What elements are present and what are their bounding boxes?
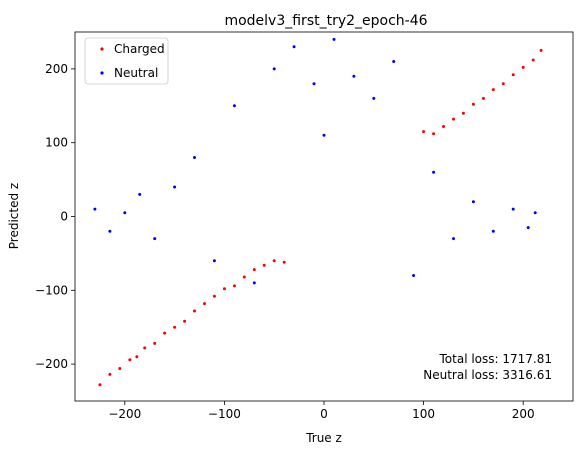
x-tick-label: 0 [320,407,328,421]
neutral-point [511,207,515,211]
legend: Charged Neutral [84,37,169,85]
neutral-point [232,104,236,108]
x-axis-label: True z [305,431,342,445]
neutral-point [252,281,256,285]
neutral-point [392,60,396,63]
y-tick-label: −100 [35,283,68,297]
charged-point [232,284,236,288]
charged-point [282,260,286,264]
neutral-point [452,237,455,241]
legend-marker-neutral [100,71,104,75]
charged-point [262,263,266,267]
charged-scatter-layer [98,48,543,387]
chart-title: modelv3_first_try2_epoch-46 [224,13,427,29]
neutral-point [138,192,142,196]
neutral-point [352,74,356,78]
charged-point [135,355,139,359]
charged-point [193,309,196,313]
charged-point [183,319,187,323]
axes-frame [74,31,574,402]
charged-point [252,268,256,272]
neutral-point [322,133,326,137]
y-tick-label: 0 [60,210,68,224]
y-tick-label: 100 [45,136,68,150]
neutral-point [272,67,276,71]
neutral-point [212,259,216,263]
charged-point [212,294,216,298]
y-tick-label: 200 [45,62,68,76]
neutral-loss-annotation: Neutral loss: 3316.61 [423,368,552,382]
legend-label-charged: Charged [114,42,165,56]
charged-point [432,132,436,136]
charged-point [481,96,485,100]
neutral-point [332,37,336,41]
charged-point [272,259,276,263]
charged-point [153,341,157,345]
charged-point [128,358,132,362]
neutral-point [153,237,157,241]
neutral-point [292,45,296,49]
neutral-point [173,185,177,189]
neutral-point [526,226,530,230]
neutral-scatter-layer [93,37,537,285]
x-tick-label: 200 [512,407,535,421]
neutral-point [491,229,495,233]
neutral-point [533,211,537,215]
charged-point [531,58,535,62]
neutral-point [123,211,127,215]
charged-point [222,287,226,291]
neutral-point [93,207,97,211]
charged-point [471,102,475,106]
charged-point [442,125,445,128]
charged-point [98,383,102,387]
neutral-point [108,229,112,233]
charged-point [163,331,167,335]
legend-box [84,37,169,85]
charged-point [521,65,525,69]
neutral-point [432,170,436,174]
neutral-point [312,82,316,86]
charged-point [242,275,246,279]
charged-point [422,130,426,134]
charged-point [143,346,147,350]
neutral-point [471,200,475,204]
x-tick-label: −200 [108,407,141,421]
plot-area [93,37,543,387]
charged-point [461,111,465,115]
charged-point [539,48,543,52]
charged-point [511,73,515,77]
total-loss-annotation: Total loss: 1717.81 [439,352,553,366]
charged-point [108,372,112,376]
charged-point [452,117,455,121]
x-axis-ticks: −200 −100 0 100 200 [108,401,535,421]
charged-point [203,302,206,306]
x-tick-label: 100 [412,407,435,421]
neutral-point [412,274,416,277]
charged-point [173,325,177,329]
neutral-point [372,96,376,100]
legend-marker-charged [100,47,104,51]
y-tick-label: −200 [35,357,68,371]
charged-point [491,88,495,92]
charged-point [118,367,122,370]
legend-label-neutral: Neutral [114,66,158,80]
x-tick-label: −100 [208,407,241,421]
neutral-point [193,156,196,159]
y-axis-ticks: −200 −100 0 100 200 [35,62,75,371]
y-axis-label: Predicted z [7,183,21,249]
charged-point [501,82,505,86]
